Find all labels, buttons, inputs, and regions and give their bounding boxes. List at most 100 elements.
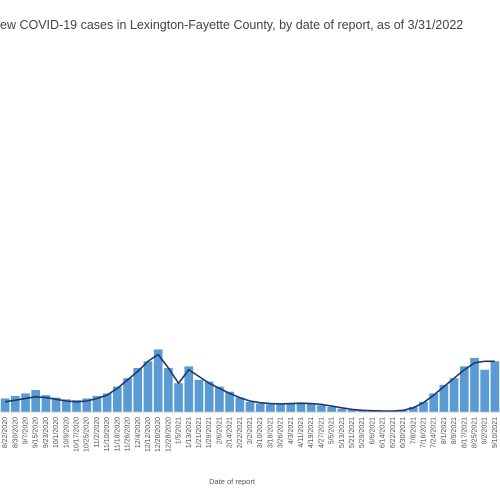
bar-9/15/2020 [31,390,41,412]
bar-3/2/2021 [245,401,255,412]
x-tick-label: 6/14/2021 [380,417,387,448]
x-tick-labels: 8/22/2020 8/30/2020 9/7/2020 9/15/2020 9/23/… [2,417,499,452]
bar-2/6/2021 [215,386,224,412]
bar-8/17/2021 [459,366,469,412]
bar-8/25/2021 [470,357,479,412]
x-tick-label: 7/16/2021 [420,417,427,448]
x-tick-label: 10/17/2020 [74,417,81,452]
x-tick-label: 9/10/2021 [492,417,499,448]
bar-3/26/2021 [276,404,285,412]
x-tick-label: 6/6/2021 [369,417,376,444]
x-tick-label: 5/21/2021 [349,417,356,448]
x-tick-label: 9/2/2021 [482,417,489,444]
x-tick-label: 12/12/2020 [145,417,152,452]
x-tick-label: 8/1/2021 [441,417,448,444]
bar-10/9/2020 [61,399,71,412]
x-tick-label: 4/19/2021 [308,417,315,448]
bar-11/2/2020 [92,395,102,412]
x-tick-label: 2/6/2021 [216,417,223,444]
x-tick-label: 6/30/2021 [400,417,407,448]
bar-12/12/2020 [143,361,153,412]
bar-1/13/2021 [184,366,194,412]
bar-8/9/2021 [449,378,459,412]
x-tick-label: 1/5/2021 [176,417,183,444]
bar-5/29/2021 [357,410,367,412]
bar-12/4/2020 [133,368,143,412]
bar-2/14/2021 [225,391,234,412]
x-tick-label: 12/4/2020 [135,417,142,448]
bar-11/26/2020 [123,378,132,412]
bar-8/1/2021 [439,384,449,412]
bar-2/22/2021 [235,397,245,412]
bar-4/19/2021 [306,403,316,412]
bar-12/20/2020 [153,349,163,412]
bar-1/29/2021 [204,381,214,412]
x-tick-label: 2/22/2021 [237,417,244,448]
x-tick-label: 8/30/2020 [12,417,19,448]
x-tick-label: 10/1/2020 [53,417,60,448]
x-tick-label: 9/7/2020 [23,417,30,444]
x-tick-label: 11/26/2020 [125,417,132,452]
bar-4/11/2021 [296,403,306,412]
x-tick-label: 7/24/2021 [431,417,438,448]
x-tick-label: 10/9/2020 [63,417,70,448]
bar-9/2/2021 [480,369,490,412]
x-tick-label: 3/26/2021 [278,417,285,448]
bar-8/30/2020 [10,395,20,412]
x-tick-label: 12/28/2020 [165,417,172,452]
x-tick-label: 8/17/2021 [461,417,468,448]
x-tick-label: 5/29/2021 [359,417,366,448]
x-tick-label: 10/25/2020 [84,417,91,452]
x-tick-label: 8/9/2021 [451,417,458,444]
x-tick-label: 5/5/2021 [329,417,336,444]
bar-10/17/2020 [72,400,81,412]
bar-5/13/2021 [337,408,347,412]
x-tick-label: 8/25/2021 [471,417,478,448]
x-tick-label: 7/8/2021 [410,417,417,444]
x-tick-label: 8/22/2020 [2,417,9,448]
x-tick-label: 4/3/2021 [288,417,295,444]
x-tick-label: 5/13/2021 [339,417,346,448]
x-tick-label: 9/23/2020 [43,417,50,448]
bar-7/16/2021 [419,401,428,412]
x-tick-label: 3/2/2021 [247,417,254,444]
bar-9/7/2020 [21,393,30,412]
bar-11/10/2020 [102,393,112,412]
moving-average-line [4,353,495,412]
x-tick-label: 11/2/2020 [94,417,101,448]
bar-12/28/2020 [164,368,173,412]
bar-10/25/2020 [82,398,92,412]
x-tick-label: 9/15/2020 [33,417,40,448]
chart-title: ew COVID-19 cases in Lexington-Fayette C… [0,18,463,32]
x-axis-label: Date of report [209,477,256,486]
x-tick-label: 12/20/2020 [155,417,162,452]
bar-3/18/2021 [266,404,275,412]
bar-7/8/2021 [408,406,418,412]
bar-9/23/2020 [41,395,51,412]
bar-5/5/2021 [327,406,336,412]
bar-10/1/2020 [51,397,61,412]
bar-3/10/2021 [255,403,265,412]
x-tick-label: 11/10/2020 [104,417,111,452]
bar-6/30/2021 [398,410,408,412]
x-tick-label: 3/10/2021 [257,417,264,448]
x-tick-label: 4/27/2021 [318,417,325,448]
bar-11/18/2020 [112,386,122,412]
bar-8/22/2020 [0,398,10,412]
bar-1/5/2021 [174,383,183,412]
bar-9/10/2021 [490,361,500,412]
x-tick-label: 3/18/2021 [267,417,274,448]
x-tick-label: 11/18/2020 [114,417,121,452]
x-tick-label: 6/22/2021 [390,417,397,448]
bar-4/3/2021 [286,403,296,412]
x-tick-label: 1/29/2021 [206,417,213,448]
x-tick-label: 1/13/2021 [186,417,193,448]
x-tick-label: 2/14/2021 [227,417,234,448]
bar-5/21/2021 [347,409,357,412]
x-tick-label: 1/21/2021 [196,417,203,448]
bar-1/21/2021 [194,379,204,412]
x-tick-label: 4/11/2021 [298,417,305,448]
bar-4/27/2021 [317,405,326,412]
bar-7/24/2021 [429,393,439,412]
